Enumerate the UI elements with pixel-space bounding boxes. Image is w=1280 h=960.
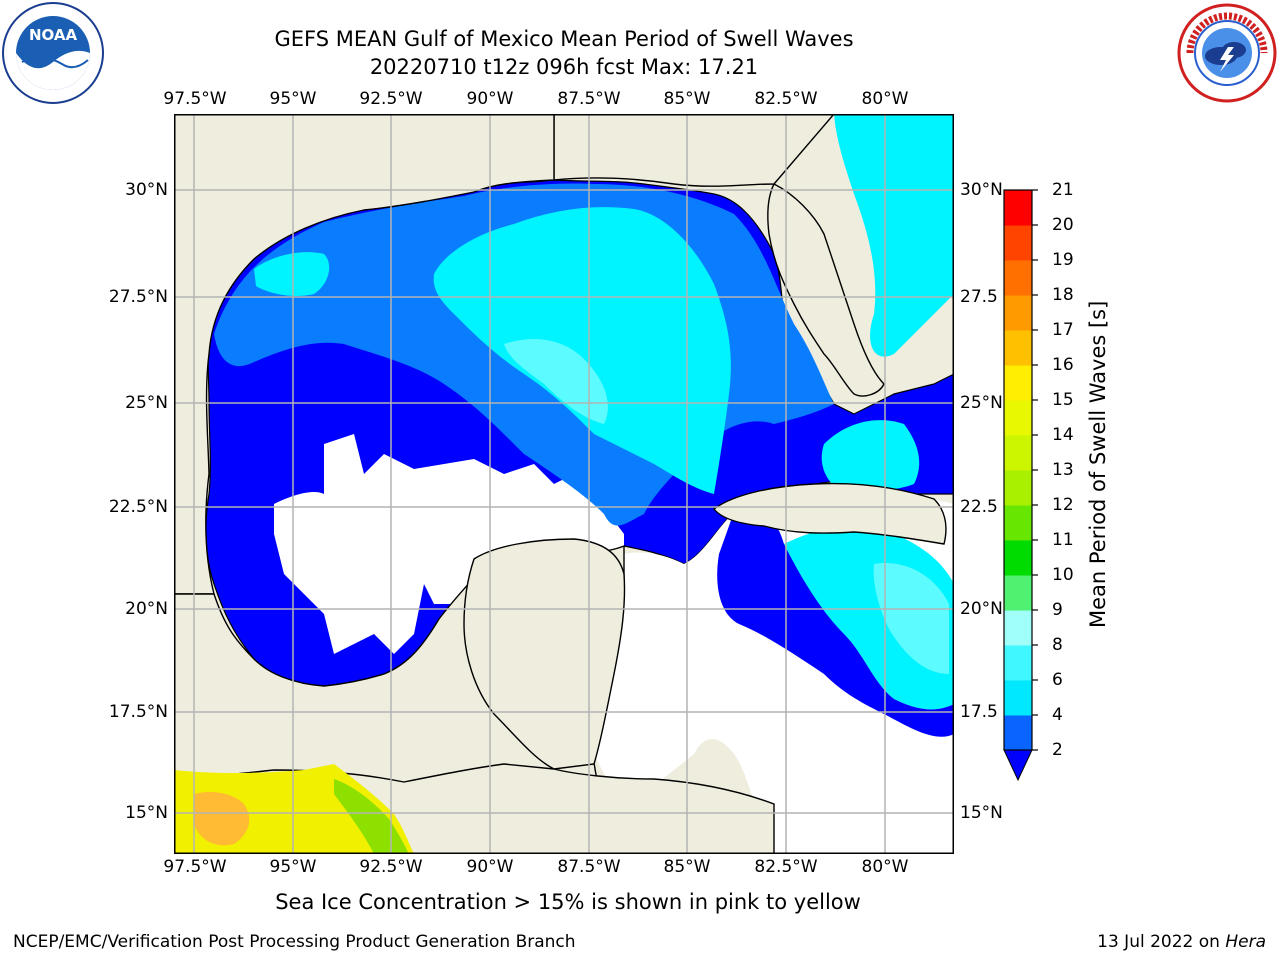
colorbar-segment [1004,435,1032,471]
lon-label-bottom-2: 95°W [269,857,317,877]
colorbar-segment [1004,575,1032,611]
lon-label-top-6: 85°W [663,89,711,109]
us-gulf-coast-land [174,114,555,595]
lon-label-top-1: 97.5°W [163,89,227,109]
lon-label-top-2: 95°W [269,89,317,109]
colorbar [1003,189,1038,782]
colorbar-segment [1004,540,1032,576]
colorbar-tick-label: 8 [1052,635,1063,655]
nws-logo [1177,3,1277,103]
colorbar-tick-label: 10 [1052,565,1074,585]
sea-ice-note: Sea Ice Concentration > 15% is shown in … [275,890,861,914]
footer-machine: Hera [1225,932,1266,952]
colorbar-segment [1004,400,1032,436]
lon-label-top-8: 80°W [861,89,909,109]
ice-patch-orange [194,792,250,846]
colorbar-tick-label: 14 [1052,425,1074,445]
colorbar-tick-label: 4 [1052,705,1063,725]
lat-label-left-1: 30°N [125,180,168,200]
colorbar-segment [1004,330,1032,366]
colorbar-segment [1004,505,1032,541]
lat-label-left-2: 27.5°N [108,287,168,307]
map-frame [174,114,954,854]
colorbar-tick-label: 15 [1052,390,1074,410]
chart-title-line1: GEFS MEAN Gulf of Mexico Mean Period of … [274,27,854,51]
lat-label-right-3: 25°N [960,393,1003,413]
swell-2-4-caribbean-edge [717,508,954,737]
lon-label-bottom-6: 85°W [663,857,711,877]
florida-north-land [553,114,835,187]
no-data-region [274,434,624,654]
colorbar-segment [1004,295,1032,331]
colorbar-segment [1004,470,1032,506]
footer-left: NCEP/EMC/Verification Post Processing Pr… [13,932,576,952]
lat-label-right-6: 17.5 [960,702,998,722]
gridlines [174,114,954,854]
colorbar-tick-label: 6 [1052,670,1063,690]
colorbar-segment [1004,715,1032,751]
colorbar-tick-label: 12 [1052,495,1074,515]
lon-label-bottom-8: 80°W [861,857,909,877]
lat-label-right-4: 22.5 [960,497,998,517]
lon-label-bottom-5: 87.5°W [557,857,621,877]
colorbar-segment [1004,645,1032,681]
lat-label-left-7: 15°N [125,803,168,823]
cuba-land [713,482,947,545]
colorbar-tick-label: 16 [1052,355,1074,375]
colorbar-segment [1004,365,1032,401]
lon-label-bottom-1: 97.5°W [163,857,227,877]
noaa-logo: NOAA [2,2,104,104]
lon-label-top-3: 92.5°W [359,89,423,109]
colorbar-segment [1004,190,1032,226]
colorbar-tick-label: 13 [1052,460,1074,480]
florida-land [767,183,885,397]
chart-title-line2: 20220710 t12z 096h fcst Max: 17.21 [369,55,759,79]
lat-label-right-1: 30°N [960,180,1003,200]
colorbar-segment [1004,260,1032,296]
colorbar-tick-marks [1032,189,1038,751]
colorbar-extend-triangle [1003,749,1033,782]
lat-label-left-3: 25°N [125,393,168,413]
lat-label-left-5: 20°N [125,599,168,619]
colorbar-tick-label: 21 [1052,180,1074,200]
colorbar-tick-label: 18 [1052,285,1074,305]
lat-label-left-6: 17.5°N [108,702,168,722]
swell-4-6-nw-patch [254,252,330,297]
footer-right: 13 Jul 2022 on Hera [1097,932,1266,952]
colorbar-tick-label: 20 [1052,215,1074,235]
lon-label-bottom-3: 92.5°W [359,857,423,877]
swell-4-6-florida-straits [821,420,920,491]
lat-label-right-2: 27.5 [960,287,998,307]
colorbar-tick-label: 17 [1052,320,1074,340]
colorbar-tick-label: 9 [1052,600,1063,620]
colorbar-tick-label: 11 [1052,530,1074,550]
lon-label-top-7: 82.5°W [754,89,818,109]
lon-label-top-4: 90°W [466,89,514,109]
footer-date: 13 Jul 2022 on [1097,932,1226,952]
colorbar-segment [1004,610,1032,646]
colorbar-tick-label: 19 [1052,250,1074,270]
colorbar-tick-label: 2 [1052,740,1063,760]
colorbar-label: Mean Period of Swell Waves [s] [1086,300,1110,628]
colorbar-segment [1004,225,1032,261]
lat-label-right-7: 15°N [960,803,1003,823]
swell-4-6-region [433,207,731,494]
swell-4-6-atlantic [834,114,954,357]
lon-label-top-5: 87.5°W [557,89,621,109]
noaa-logo-text: NOAA [29,26,78,44]
lon-label-bottom-4: 90°W [466,857,514,877]
lon-label-bottom-7: 82.5°W [754,857,818,877]
swell-6-8-caribbean [873,563,949,674]
lat-label-right-5: 20°N [960,599,1003,619]
gulf-map [174,114,954,854]
colorbar-segments [1004,190,1032,751]
lat-label-left-4: 22.5°N [108,497,168,517]
colorbar-segment [1004,680,1032,716]
